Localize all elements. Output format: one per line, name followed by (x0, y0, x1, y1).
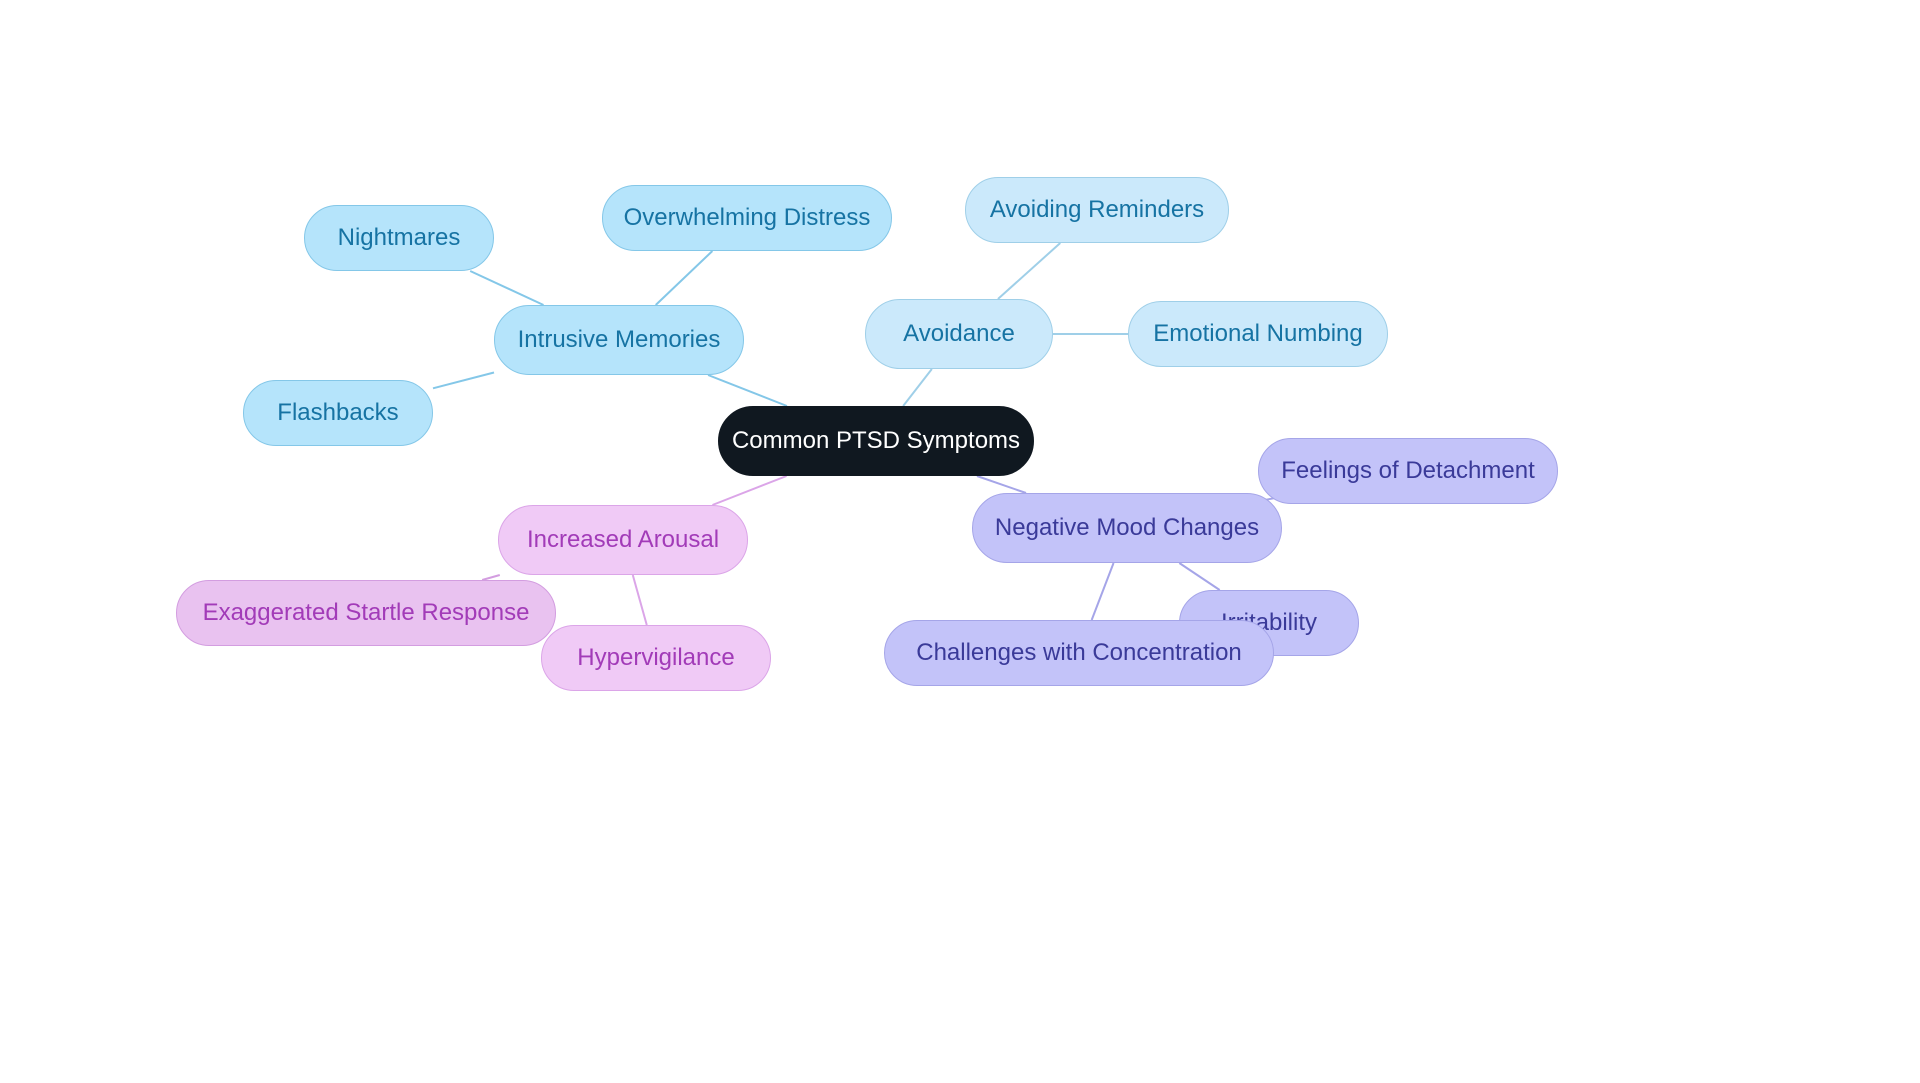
mindmap-node: Hypervigilance (541, 625, 771, 691)
mindmap-node: Challenges with Concentration (884, 620, 1274, 686)
mindmap-node: Feelings of Detachment (1258, 438, 1558, 504)
mindmap-node: Emotional Numbing (1128, 301, 1388, 367)
mindmap-node: Nightmares (304, 205, 494, 271)
edge (903, 369, 932, 406)
edge (1092, 563, 1114, 620)
edge (1179, 563, 1219, 590)
edge (977, 476, 1026, 493)
edge (656, 251, 713, 305)
edge (433, 372, 494, 388)
mindmap-node: Flashbacks (243, 380, 433, 446)
edge (708, 375, 787, 406)
mindmap-edges (0, 0, 1920, 1083)
edge (998, 243, 1060, 299)
mindmap-node: Increased Arousal (498, 505, 748, 575)
mindmap-node: Avoiding Reminders (965, 177, 1229, 243)
edge (633, 575, 647, 625)
edge (470, 271, 543, 305)
mindmap-node: Intrusive Memories (494, 305, 744, 375)
mindmap-node: Avoidance (865, 299, 1053, 369)
mindmap-node: Overwhelming Distress (602, 185, 892, 251)
mindmap-root-node: Common PTSD Symptoms (718, 406, 1034, 476)
mindmap-node: Negative Mood Changes (972, 493, 1282, 563)
mindmap-node: Exaggerated Startle Response (176, 580, 556, 646)
edge (712, 476, 786, 505)
